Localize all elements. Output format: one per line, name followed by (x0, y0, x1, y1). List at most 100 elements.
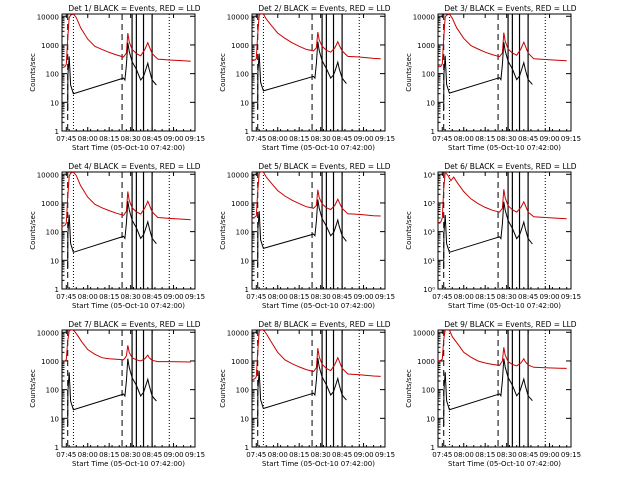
chart-panel: 07:45 08:00 08:15 08:30 08:45 09:00 09:15 10⁰ 10… (405, 162, 581, 310)
y-tick-label: 1 (431, 128, 435, 136)
chart-panel: 07:45 08:00 08:15 08:30 08:45 09:00 09:15 1 10 10… (29, 4, 205, 152)
y-tick-label: 10000 (227, 329, 249, 337)
x-tick-label: 08:00 (454, 135, 474, 143)
y-tick-label: 100 (422, 71, 435, 79)
y-axis-label: Counts/sec (219, 211, 227, 250)
x-tick-label: 09:15 (185, 135, 205, 143)
y-tick-label: 10¹ (423, 257, 435, 265)
y-tick-label: 100 (236, 71, 249, 79)
y-tick-label: 10 (240, 415, 249, 423)
x-tick-label: 08:30 (311, 293, 331, 301)
plot-area (62, 172, 191, 289)
x-tick-label: 08:00 (454, 451, 474, 459)
x-tick-label: 08:45 (518, 451, 538, 459)
chart-panel: 07:45 08:00 08:15 08:30 08:45 09:00 09:15 1 10 10… (29, 320, 205, 468)
x-tick-label: 09:15 (561, 451, 581, 459)
events-series-line (443, 42, 533, 112)
plot-frame (437, 329, 572, 448)
chart-panel: 07:45 08:00 08:15 08:30 08:45 09:00 09:15 1 10 10… (219, 162, 395, 310)
x-tick-label: 07:45 (432, 293, 452, 301)
x-tick-label: 08:15 (99, 451, 119, 459)
x-tick-label: 09:00 (353, 451, 373, 459)
y-tick-label: 1 (55, 128, 59, 136)
chart-panel: 07:45 08:00 08:15 08:30 08:45 09:00 09:15 1 10 10… (405, 320, 581, 468)
x-tick-label: 08:30 (121, 451, 141, 459)
y-axis-label: Counts/sec (29, 369, 37, 408)
events-series-line (67, 201, 157, 270)
x-tick-label: 08:00 (78, 135, 98, 143)
plot-frame (61, 171, 196, 290)
x-tick-label: 08:30 (121, 135, 141, 143)
x-tick-label: 08:45 (142, 293, 162, 301)
x-axis-label: Start Time (05-Oct-10 07:42:00) (72, 460, 185, 468)
x-tick-label: 08:15 (475, 451, 495, 459)
y-tick-label: 100 (46, 71, 59, 79)
x-tick-label: 08:00 (268, 135, 288, 143)
events-series-line (443, 201, 533, 270)
plot-frame (251, 13, 386, 132)
x-tick-label: 09:00 (539, 451, 559, 459)
x-tick-label: 08:45 (518, 293, 538, 301)
x-tick-label: 09:15 (185, 293, 205, 301)
y-tick-label: 1000 (231, 42, 249, 50)
plot-area (438, 14, 567, 131)
x-tick-label: 08:45 (332, 293, 352, 301)
lld-series-line (438, 14, 567, 68)
x-axis-label: Start Time (05-Oct-10 07:42:00) (448, 144, 561, 152)
plot-area (438, 172, 567, 289)
x-tick-label: 08:15 (475, 293, 495, 301)
x-tick-label: 07:45 (246, 451, 266, 459)
panel-title: Det 1/ BLACK = Events, RED = LLD (68, 4, 200, 13)
y-tick-label: 10² (423, 229, 435, 237)
x-tick-label: 07:45 (56, 451, 76, 459)
x-tick-label: 07:45 (56, 293, 76, 301)
y-tick-label: 1000 (41, 42, 59, 50)
plot-area (438, 330, 567, 447)
x-tick-label: 08:15 (289, 451, 309, 459)
y-tick-label: 1000 (231, 200, 249, 208)
x-axis-label: Start Time (05-Oct-10 07:42:00) (72, 144, 185, 152)
y-axis-label: Counts/sec (29, 211, 37, 250)
lld-series-line (62, 172, 191, 228)
lld-series-line (438, 172, 567, 224)
y-axis-label: Counts/sec (405, 369, 413, 408)
y-tick-label: 10 (426, 99, 435, 107)
x-axis-label: Start Time (05-Oct-10 07:42:00) (448, 302, 561, 310)
x-tick-label: 08:15 (289, 135, 309, 143)
y-tick-label: 10000 (37, 171, 59, 179)
plot-area (252, 172, 381, 289)
y-tick-label: 10 (240, 99, 249, 107)
x-tick-label: 09:00 (163, 451, 183, 459)
lld-series-line (62, 14, 191, 69)
plot-frame (251, 171, 386, 290)
events-series-line (67, 42, 157, 112)
y-tick-label: 100 (236, 387, 249, 395)
x-tick-label: 09:00 (353, 135, 373, 143)
x-tick-label: 09:15 (561, 135, 581, 143)
y-tick-label: 10 (240, 257, 249, 265)
x-axis-label: Start Time (05-Oct-10 07:42:00) (72, 302, 185, 310)
panel-title: Det 7/ BLACK = Events, RED = LLD (68, 320, 200, 329)
x-tick-label: 07:45 (246, 293, 266, 301)
x-tick-label: 08:30 (121, 293, 141, 301)
chart-panel: 07:45 08:00 08:15 08:30 08:45 09:00 09:15 1 10 10… (219, 4, 395, 152)
panel-title: Det 6/ BLACK = Events, RED = LLD (444, 162, 576, 171)
panel-title: Det 5/ BLACK = Events, RED = LLD (258, 162, 390, 171)
y-tick-label: 100 (422, 387, 435, 395)
y-tick-label: 10³ (423, 200, 435, 208)
panel-title: Det 9/ BLACK = Events, RED = LLD (444, 320, 576, 329)
events-series-line (257, 199, 347, 267)
x-tick-label: 09:00 (353, 293, 373, 301)
y-tick-label: 1 (245, 128, 249, 136)
x-tick-label: 09:00 (539, 135, 559, 143)
x-tick-label: 09:15 (375, 135, 395, 143)
plot-frame (251, 329, 386, 448)
y-tick-label: 1000 (41, 200, 59, 208)
chart-panel: 07:45 08:00 08:15 08:30 08:45 09:00 09:15 1 10 10… (29, 162, 205, 310)
x-tick-label: 07:45 (56, 135, 76, 143)
y-tick-label: 1000 (231, 358, 249, 366)
panel-title: Det 4/ BLACK = Events, RED = LLD (68, 162, 200, 171)
x-tick-label: 08:00 (78, 293, 98, 301)
x-tick-label: 08:30 (497, 135, 517, 143)
